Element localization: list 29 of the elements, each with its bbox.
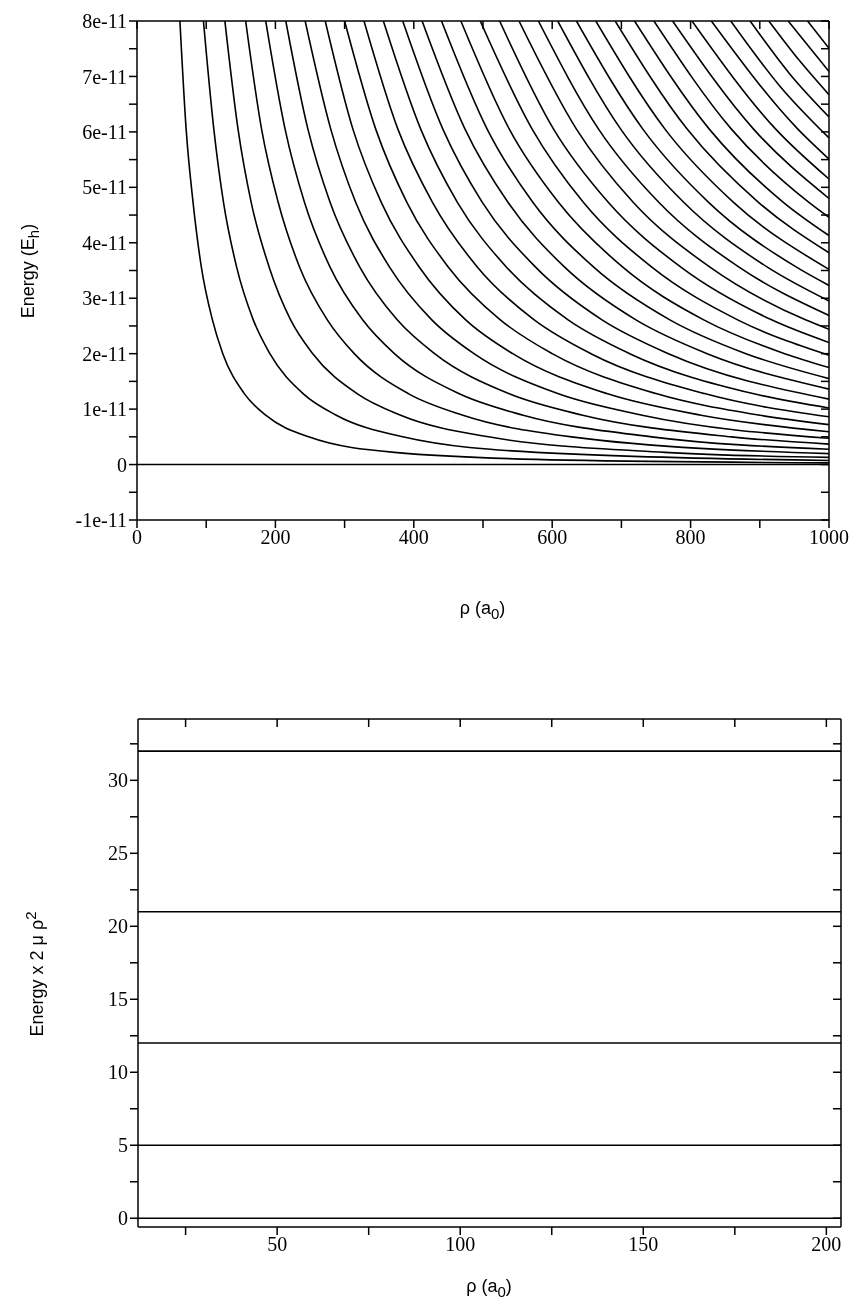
x-tick-label: 200: [811, 1233, 842, 1256]
y-tick-label: 1e-11: [82, 398, 127, 421]
y-tick-label: 30: [108, 769, 128, 792]
x-tick-label: 0: [132, 526, 142, 549]
y-tick-label: 10: [108, 1061, 128, 1084]
y-tick-label: 8e-11: [82, 10, 127, 33]
x-tick-label: 200: [260, 526, 291, 549]
y-tick-label: -1e-11: [75, 509, 127, 532]
x-tick-label: 600: [537, 526, 568, 549]
x-tick-label: 400: [398, 526, 429, 549]
y-tick-label: 3e-11: [82, 287, 127, 310]
y-tick-label: 6e-11: [82, 120, 127, 143]
x-tick-label: 1000: [809, 526, 849, 549]
y-tick-label: 5: [118, 1134, 128, 1157]
y-tick-label: 0: [117, 453, 127, 476]
x-tick-label: 100: [445, 1233, 476, 1256]
y-tick-label: 2e-11: [82, 342, 127, 365]
x-axis-title: ρ (a$_{0}$): [458, 598, 507, 622]
y-tick-label: 4e-11: [82, 231, 127, 254]
y-tick-label: 25: [108, 842, 128, 865]
y-tick-label: 15: [108, 988, 128, 1011]
y-tick-label: 0: [118, 1207, 128, 1230]
y-tick-label: 20: [108, 915, 128, 938]
x-tick-label: 50: [267, 1233, 288, 1256]
y-tick-label: 5e-11: [82, 176, 127, 199]
y-tick-label: 7e-11: [82, 65, 127, 88]
x-tick-label: 800: [675, 526, 706, 549]
x-axis-title: ρ (a$_{0}$): [465, 1276, 513, 1300]
x-tick-label: 150: [628, 1233, 659, 1256]
